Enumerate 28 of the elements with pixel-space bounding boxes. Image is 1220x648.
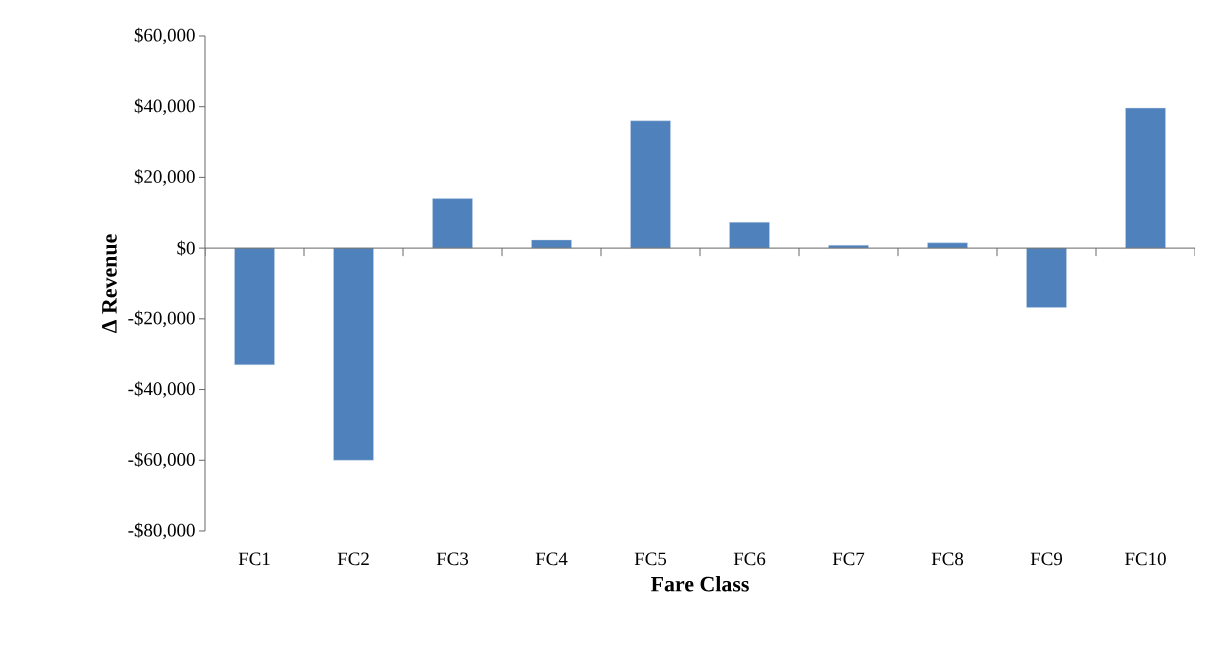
x-tick-label: FC9 [1030, 552, 1063, 566]
y-axis-title: Δ Revenue [102, 234, 117, 333]
x-tick-label: FC4 [535, 552, 568, 566]
x-tick-label: FC3 [436, 552, 469, 566]
y-tick-label: $40,000 [134, 98, 195, 115]
x-tick-label: FC5 [634, 552, 667, 566]
x-tick-label: FC2 [337, 552, 369, 566]
bar [333, 247, 374, 461]
x-tick-label: FC1 [238, 552, 270, 566]
bar [432, 198, 473, 249]
bar [729, 222, 770, 249]
bar [630, 120, 671, 249]
bar [234, 247, 275, 365]
y-tick-label: $0 [177, 240, 195, 256]
y-tick-label: -$80,000 [128, 522, 195, 540]
bar [1026, 247, 1067, 308]
bar [1125, 107, 1166, 249]
x-tick-label: FC8 [931, 552, 964, 566]
x-tick-label: FC10 [1125, 552, 1166, 566]
y-tick-label: -$60,000 [128, 451, 195, 469]
y-tick-label: $20,000 [134, 169, 195, 186]
y-tick-label: -$40,000 [128, 381, 195, 398]
bar [531, 239, 572, 249]
y-tick-label: $60,000 [134, 27, 195, 45]
x-axis-title: Fare Class [650, 576, 749, 592]
y-tick-label: -$20,000 [128, 310, 195, 328]
x-tick-label: FC6 [733, 552, 766, 566]
x-tick-label: FC7 [832, 552, 865, 566]
